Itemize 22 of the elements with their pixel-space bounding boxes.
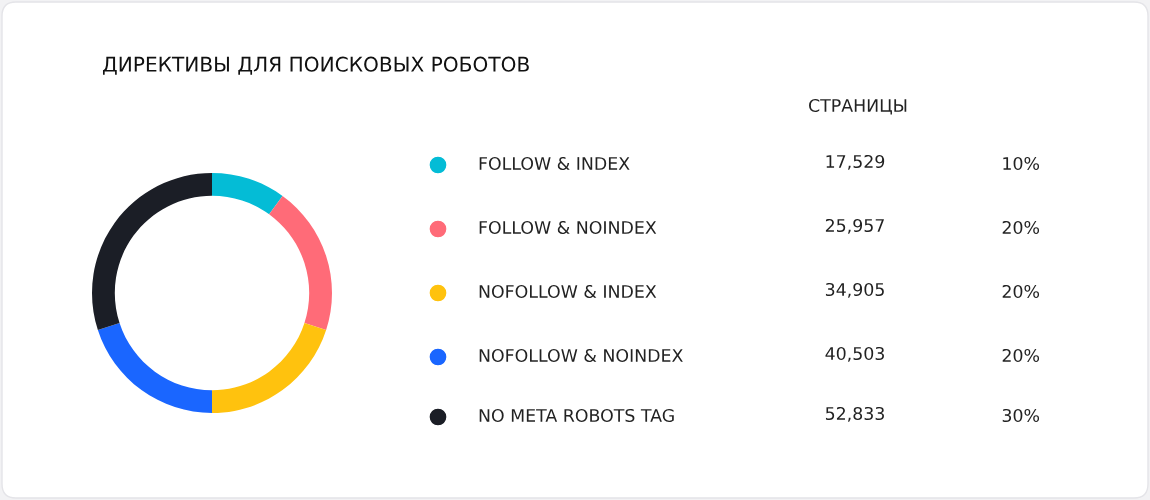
data-label: 25,957: [825, 218, 884, 234]
legend-label: NOFOLLOW & NOINDEX: [479, 348, 683, 363]
donut-slice: [92, 173, 212, 331]
legend-label: NO META ROBOTS TAG: [479, 408, 674, 423]
data-label: 20%: [1002, 284, 1040, 299]
data-label: 30%: [1002, 408, 1040, 423]
data-label: 20%: [1002, 220, 1040, 235]
legend-label: FOLLOW & INDEX: [479, 156, 630, 171]
donut-slice: [97, 323, 212, 413]
donut-slice: [212, 173, 283, 215]
legend-label: NOFOLLOW & INDEX: [479, 284, 657, 299]
data-label: 10%: [1003, 156, 1040, 171]
donut-slice: [269, 195, 332, 331]
chart-title: ДИРЕКТИВЫ ДЛЯ ПОИСКОВЫХ РОБОТОВ: [102, 56, 529, 75]
legend-label: FOLLOW & NOINDEX: [479, 220, 657, 235]
donut-slice: [212, 323, 327, 413]
data-label: 17,529: [826, 154, 885, 170]
data-label: 34,905: [825, 282, 884, 298]
data-label: 20%: [1002, 348, 1040, 363]
data-label: 52,833: [825, 406, 884, 422]
text: СТРАНИЦЫ: [809, 98, 907, 115]
data-label: 40,503: [825, 346, 884, 362]
